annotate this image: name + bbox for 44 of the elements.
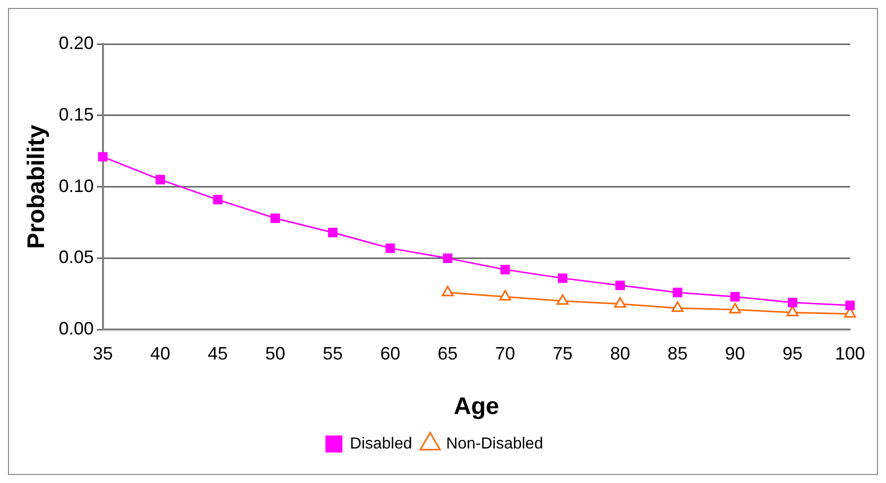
point [442,253,452,263]
x-tick-label: 55 [322,343,343,364]
point [614,297,626,308]
legend-label: Disabled [350,435,412,452]
point [270,213,280,223]
x-tick-label: 60 [380,343,400,364]
y-tick-label: 0.15 [58,104,94,124]
point [615,280,625,290]
x-axis-title: Age [454,393,500,420]
point [788,298,798,308]
x-tick-label: 75 [552,343,573,364]
y-tick-label: 0.10 [58,176,94,196]
x-tick-label: 80 [610,343,630,364]
point [98,152,108,162]
y-axis-title: Probability [23,124,50,249]
x-tick-label: 50 [265,343,286,364]
x-tick-label: 65 [438,343,458,364]
point [672,301,684,312]
point [328,228,338,238]
x-tick-label: 90 [725,343,746,364]
x-tick-label: 70 [495,343,516,364]
y-tick-label: 0.05 [58,247,94,268]
point [786,306,798,316]
point [730,292,740,302]
point [556,294,569,305]
x-tick-label: 100 [834,343,866,364]
legend-label: Non-Disabled [446,435,544,452]
x-tick-label: 45 [208,343,228,364]
point [213,194,223,204]
point [442,286,454,296]
point [499,290,512,301]
point [672,288,682,298]
x-tick-label: 85 [668,343,688,364]
y-tick-label: 0.20 [58,32,94,53]
x-tick-label: 40 [150,343,170,364]
point [558,273,568,283]
point [385,243,395,253]
x-tick-label: 35 [92,343,113,364]
point [500,264,510,274]
point [845,300,855,310]
point [156,174,166,184]
y-tick-label: 0.00 [58,318,94,339]
point [729,302,741,314]
x-tick-label: 95 [782,343,803,364]
